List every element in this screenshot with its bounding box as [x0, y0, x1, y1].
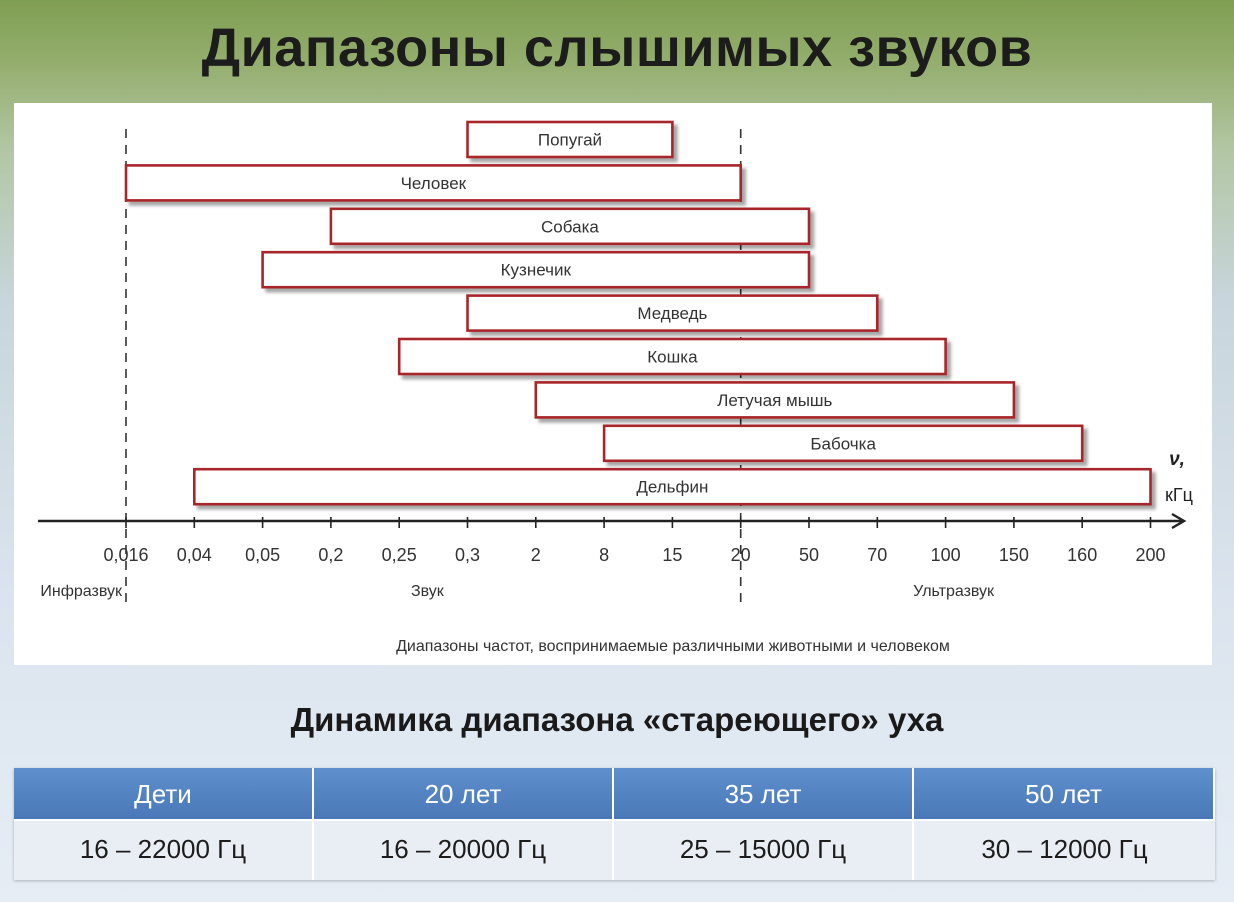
table-header-cell: Дети — [14, 768, 314, 821]
range-bar — [329, 207, 811, 246]
table-header-cell: 50 лет — [914, 768, 1215, 821]
range-bar-label: Кошка — [647, 348, 698, 367]
table-header-cell: 35 лет — [614, 768, 914, 821]
x-axis-arrow — [1171, 512, 1187, 530]
range-bar — [602, 424, 1084, 463]
zone-label-infrasound: Инфразвук — [40, 583, 123, 600]
age-range-table: Дети 20 лет 35 лет 50 лет 16 – 22000 Гц … — [14, 768, 1215, 880]
x-tick-label: 0,3 — [455, 545, 480, 565]
range-bar-label: Собака — [541, 217, 599, 236]
range-bar — [466, 120, 674, 159]
table-value-cell: 25 – 15000 Гц — [614, 821, 914, 880]
range-bar-label: Дельфин — [636, 478, 708, 497]
x-tick-label: 2 — [531, 545, 541, 565]
x-tick-label: 0,2 — [318, 545, 343, 565]
x-tick-label: 20 — [731, 545, 751, 565]
chart-svg: Попугай Человек Собака Кузнечик Медведь Кошка… — [38, 120, 1193, 655]
x-tick-label: 8 — [599, 545, 609, 565]
x-tick-label: 15 — [662, 545, 682, 565]
range-bar — [124, 164, 743, 202]
range-bar — [397, 337, 947, 376]
x-tick-label: 50 — [799, 545, 819, 565]
x-tick-label: 70 — [867, 545, 887, 565]
range-bar-label: Человек — [401, 174, 467, 193]
range-bar — [261, 250, 811, 289]
x-tick-label: 150 — [999, 545, 1029, 565]
range-bar — [466, 294, 879, 332]
x-tick-label: 160 — [1067, 545, 1097, 565]
table-value-cell: 16 – 22000 Гц — [14, 821, 314, 880]
x-tick-label: 0,25 — [382, 545, 417, 565]
zone-label-sound: Звук — [411, 583, 445, 600]
table-header-cell: 20 лет — [314, 768, 614, 821]
x-tick-label: 0,04 — [177, 545, 212, 565]
axis-unit-label: кГц — [1165, 485, 1193, 505]
range-bar-label: Попугай — [538, 131, 602, 150]
range-bar-label: Летучая мышь — [717, 391, 832, 410]
range-bar-label: Медведь — [637, 304, 707, 323]
page-title: Диапазоны слышимых звуков — [201, 18, 1033, 78]
x-tick-label: 200 — [1135, 545, 1165, 565]
x-tick-label: 0,016 — [103, 545, 148, 565]
chart-caption: Диапазоны частот, воспринимаемые различн… — [396, 638, 950, 655]
range-bar-label: Бабочка — [810, 434, 876, 453]
table-value-cell: 16 – 20000 Гц — [314, 821, 614, 880]
range-bar — [534, 381, 1016, 419]
range-bar-label: Кузнечик — [501, 261, 572, 280]
range-bar — [193, 467, 1152, 506]
x-tick-label: 0,05 — [245, 545, 280, 565]
age-table-title: Динамика диапазона «стареющего» уха — [290, 701, 944, 738]
axis-symbol-label: ν, — [1169, 449, 1185, 470]
frequency-range-chart: Попугай Человек Собака Кузнечик Медведь Кошка… — [14, 103, 1212, 665]
zone-label-ultrasound: Ультразвук — [913, 583, 995, 600]
x-tick-label: 100 — [931, 545, 961, 565]
table-value-cell: 30 – 12000 Гц — [914, 821, 1215, 880]
